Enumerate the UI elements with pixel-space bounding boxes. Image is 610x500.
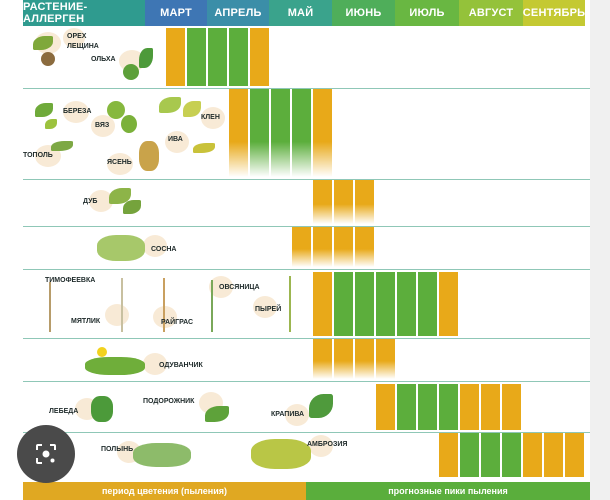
row-dandelion: ОДУВАНЧИК (23, 339, 590, 382)
peak-bar (334, 272, 353, 336)
period-bar (334, 339, 353, 379)
plant-label: ОРЕХ (67, 33, 87, 40)
peak-bar (208, 28, 227, 86)
period-bar (229, 89, 248, 177)
plant-label: БЕРЕЗА (63, 108, 92, 115)
peak-bar (502, 433, 521, 477)
plant-label: ПОДОРОЖНИК (143, 398, 195, 405)
peak-bar (292, 89, 311, 177)
header-month-june: ИЮНЬ (332, 0, 395, 26)
plant-label: РАЙГРАС (161, 319, 194, 326)
period-bar (565, 433, 584, 477)
period-bar (523, 433, 542, 477)
peak-bar (418, 272, 437, 336)
plant-label: ЯСЕНЬ (107, 159, 132, 166)
period-bar (313, 339, 332, 379)
header-month-september: СЕНТЯБРЬ (523, 0, 585, 26)
period-bar (355, 180, 374, 224)
row-grasses: ТИМОФЕЕВКА ОВСЯНИЦА ПЫРЕЙ МЯТЛИК РАЙГРАС (23, 270, 590, 339)
header-month-july: ИЮЛЬ (395, 0, 459, 26)
plant-label: МЯТЛИК (71, 318, 101, 325)
plant-label: СОСНА (151, 246, 177, 253)
plant-label: КЛЕН (201, 114, 220, 121)
period-bar (313, 180, 332, 224)
peak-bar (418, 384, 437, 430)
period-bar (334, 227, 353, 267)
peak-bar (229, 28, 248, 86)
plant-label: ПОЛЫНЬ (101, 446, 134, 453)
row-weeds-2: ПОЛЫНЬ АМБРОЗИЯ (23, 433, 590, 479)
peak-bar (187, 28, 206, 86)
peak-bar (250, 89, 269, 177)
period-bar (334, 180, 353, 224)
row-hazel-alder: ОРЕХ ЛЕЩИНА ОЛЬХА (23, 26, 590, 89)
header-month-august: АВГУСТ (459, 0, 523, 26)
plant-label: КРАПИВА (271, 411, 305, 418)
peak-bar (355, 272, 374, 336)
plant-label: ИВА (168, 136, 183, 143)
peak-bar (397, 384, 416, 430)
plant-label: ТИМОФЕЕВКА (45, 277, 96, 284)
peak-bar (397, 272, 416, 336)
plant-label: ПЫРЕЙ (255, 306, 282, 313)
period-bar (313, 227, 332, 267)
legend-peak: прогнозные пики пыления (306, 482, 590, 500)
period-bar (250, 28, 269, 86)
period-bar (544, 433, 563, 477)
plant-label: ОЛЬХА (91, 56, 116, 63)
period-bar (166, 28, 185, 86)
period-bar (292, 227, 311, 267)
plant-label: ТОПОЛЬ (23, 152, 53, 159)
lens-icon (36, 444, 56, 464)
row-weeds-1: ЛЕБЕДА ПОДОРОЖНИК КРАПИВА (23, 382, 590, 433)
header-month-march: МАРТ (145, 0, 207, 26)
peak-bar (460, 433, 479, 477)
legend-period: период цветения (пыления) (23, 482, 306, 500)
peak-bar (439, 384, 458, 430)
plant-label: АМБРОЗИЯ (307, 441, 348, 448)
header-month-april: АПРЕЛЬ (207, 0, 269, 26)
period-bar (376, 339, 395, 379)
period-bar (355, 339, 374, 379)
period-bar (439, 272, 458, 336)
period-bar (460, 384, 479, 430)
row-oak: ДУБ (23, 180, 590, 227)
period-bar (376, 384, 395, 430)
allergen-calendar: РАСТЕНИЕ-АЛЛЕРГЕН МАРТ АПРЕЛЬ МАЙ ИЮНЬ И… (23, 0, 590, 500)
plant-label: ВЯЗ (95, 122, 110, 129)
period-bar (313, 272, 332, 336)
row-pine: СОСНА (23, 227, 590, 270)
peak-bar (481, 433, 500, 477)
lens-search-button[interactable] (17, 425, 75, 483)
peak-bar (376, 272, 395, 336)
row-birch-group: БЕРЕЗА КЛЕН ВЯЗ ИВА ТОПОЛЬ ЯСЕНЬ (23, 89, 590, 180)
plant-label: ОВСЯНИЦА (219, 284, 260, 291)
header-allergen-column: РАСТЕНИЕ-АЛЛЕРГЕН (23, 0, 145, 26)
plant-label: ДУБ (83, 198, 98, 205)
period-bar (481, 384, 500, 430)
period-bar (439, 433, 458, 477)
plant-label: ЛЕБЕДА (49, 408, 79, 415)
header-month-may: МАЙ (269, 0, 332, 26)
plant-label: ЛЕЩИНА (67, 43, 99, 50)
period-bar (313, 89, 332, 177)
period-bar (355, 227, 374, 267)
period-bar (502, 384, 521, 430)
scrollbar-track[interactable] (590, 0, 610, 500)
peak-bar (271, 89, 290, 177)
plant-label: ОДУВАНЧИК (159, 362, 203, 369)
